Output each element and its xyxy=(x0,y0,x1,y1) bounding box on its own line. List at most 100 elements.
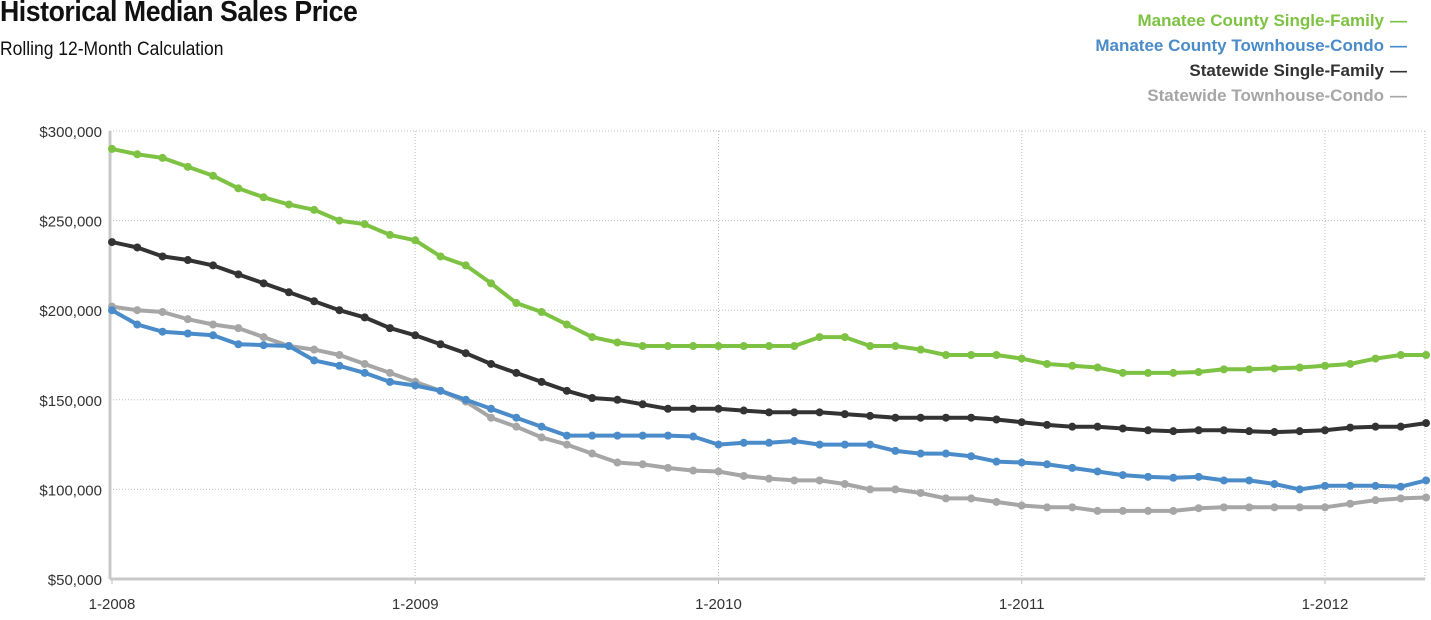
data-point xyxy=(1371,496,1380,505)
data-point xyxy=(385,324,394,333)
data-point xyxy=(1093,467,1102,476)
data-point xyxy=(663,463,672,472)
data-point xyxy=(209,261,218,270)
data-point xyxy=(183,329,192,338)
legend-item-manatee-townhouse-condo: Manatee County Townhouse-Condo — xyxy=(1095,33,1407,58)
data-point xyxy=(638,460,647,469)
data-point xyxy=(310,356,319,365)
data-point xyxy=(108,306,116,315)
data-point xyxy=(992,415,1001,424)
data-point xyxy=(461,261,470,270)
data-point xyxy=(310,345,319,354)
chart-title: Historical Median Sales Price xyxy=(0,0,358,28)
data-point xyxy=(209,171,218,180)
data-point xyxy=(108,238,116,247)
data-point xyxy=(1118,368,1127,377)
data-point xyxy=(1017,418,1026,427)
data-point xyxy=(1093,363,1102,372)
data-point xyxy=(613,338,622,347)
legend-swatch: — xyxy=(1390,61,1407,80)
data-point xyxy=(765,438,774,447)
data-point xyxy=(537,422,546,431)
data-point xyxy=(941,351,950,359)
data-point xyxy=(234,270,243,279)
data-point xyxy=(1042,460,1051,469)
data-point xyxy=(133,306,142,315)
data-point xyxy=(436,340,445,349)
legend-item-manatee-single-family: Manatee County Single-Family — xyxy=(1095,8,1407,33)
data-point xyxy=(183,256,192,265)
data-point xyxy=(1422,419,1431,428)
data-point xyxy=(385,230,394,239)
data-point xyxy=(436,252,445,261)
data-point xyxy=(1245,427,1254,436)
data-point xyxy=(866,440,875,449)
data-point xyxy=(663,342,672,351)
data-point xyxy=(1169,368,1178,377)
legend-swatch: — xyxy=(1390,11,1407,30)
data-point xyxy=(790,408,799,417)
data-point xyxy=(1245,503,1254,512)
data-point xyxy=(183,315,192,324)
data-point xyxy=(158,252,167,261)
data-point xyxy=(891,342,900,351)
data-point xyxy=(259,333,268,342)
data-point xyxy=(1042,503,1051,512)
data-point xyxy=(840,480,849,489)
data-point xyxy=(739,438,748,447)
data-point xyxy=(891,485,900,494)
data-point xyxy=(1068,503,1077,512)
data-point xyxy=(638,400,647,409)
data-point xyxy=(1371,354,1380,363)
data-point xyxy=(1270,428,1279,437)
data-point xyxy=(967,494,976,503)
x-tick-label: 1-2009 xyxy=(392,596,439,613)
data-point xyxy=(1396,494,1405,503)
x-tick-label: 1-2012 xyxy=(1302,596,1349,613)
data-point xyxy=(891,413,900,422)
data-point xyxy=(562,440,571,449)
data-point xyxy=(1169,427,1178,436)
data-point xyxy=(992,497,1001,506)
data-point xyxy=(1169,473,1178,482)
data-point xyxy=(1219,476,1228,485)
data-point xyxy=(158,327,167,336)
data-point xyxy=(335,361,344,370)
data-point xyxy=(941,413,950,422)
data-point xyxy=(436,386,445,395)
data-point xyxy=(1396,422,1405,431)
legend: Manatee County Single-Family — Manatee Co… xyxy=(1095,8,1407,108)
data-point xyxy=(739,406,748,415)
legend-label: Statewide Single-Family xyxy=(1189,61,1384,80)
data-point xyxy=(1194,426,1203,435)
data-point xyxy=(663,404,672,413)
legend-label: Manatee County Single-Family xyxy=(1137,11,1384,30)
data-point xyxy=(663,431,672,440)
data-point xyxy=(1194,368,1203,377)
data-point xyxy=(815,476,824,485)
data-point xyxy=(1245,365,1254,374)
data-point xyxy=(1295,363,1304,372)
data-point xyxy=(1422,476,1431,485)
data-point xyxy=(714,342,723,351)
x-tick-label: 1-2011 xyxy=(999,596,1045,613)
data-point xyxy=(360,220,369,229)
data-point xyxy=(866,485,875,494)
data-point xyxy=(866,411,875,420)
data-point xyxy=(866,342,875,351)
data-point xyxy=(1042,359,1051,368)
data-point xyxy=(310,297,319,306)
data-point xyxy=(1068,463,1077,472)
series-line xyxy=(110,146,1428,375)
data-point xyxy=(765,342,774,351)
data-point xyxy=(1093,422,1102,431)
data-point xyxy=(1396,351,1405,359)
data-point xyxy=(158,153,167,162)
data-point xyxy=(461,395,470,404)
data-point xyxy=(739,342,748,351)
data-point xyxy=(1118,506,1127,515)
y-tick-label: $250,000 xyxy=(39,214,102,231)
data-point xyxy=(1017,354,1026,363)
data-point xyxy=(840,333,849,342)
data-point xyxy=(1194,472,1203,481)
